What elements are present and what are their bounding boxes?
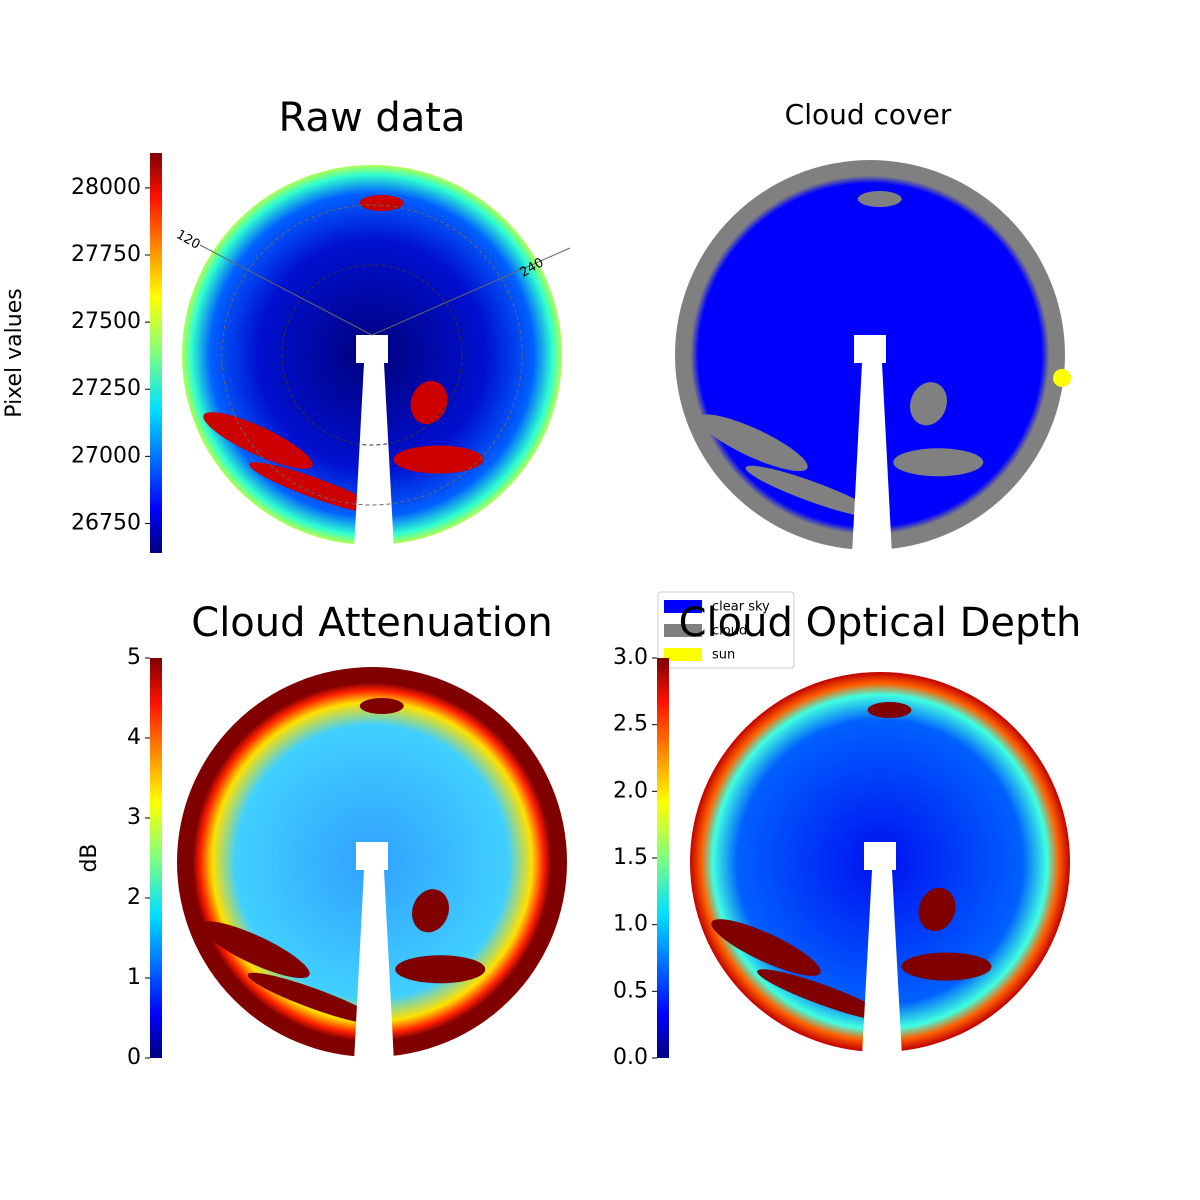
polar-grid bbox=[221, 204, 523, 506]
cloud-patch bbox=[757, 969, 889, 1021]
colorbar-tick-label: 1.5 bbox=[613, 845, 648, 870]
colorbar bbox=[150, 153, 162, 553]
polar-grid bbox=[199, 244, 373, 336]
colorbar-tick-label: 27750 bbox=[71, 242, 141, 267]
colorbar-tick-label: 1 bbox=[127, 965, 141, 990]
chart-title: Raw data bbox=[279, 95, 466, 141]
chart-title: Cloud Optical Depth bbox=[679, 600, 1082, 646]
colorbar-tick-label: 1.0 bbox=[613, 912, 648, 937]
cloud-patch bbox=[711, 919, 821, 976]
cloud-patch bbox=[909, 382, 948, 426]
colorbar-tick-label: 28000 bbox=[71, 175, 141, 200]
polar-grid bbox=[371, 247, 571, 336]
cloud-patch bbox=[393, 445, 484, 474]
colorbar-tick-label: 3.0 bbox=[613, 645, 648, 670]
colorbar-label: dB bbox=[77, 843, 102, 872]
cloud-patch bbox=[698, 414, 808, 472]
camera-arm bbox=[862, 842, 902, 1057]
colorbar-tick-label: 2.0 bbox=[613, 778, 648, 803]
colorbar-tick-label: 0.0 bbox=[613, 1045, 648, 1070]
colorbar-tick-label: 27000 bbox=[71, 443, 141, 468]
colorbar-tick-label: 27250 bbox=[71, 376, 141, 401]
cloud-patch bbox=[901, 952, 992, 981]
chart-title: Cloud Attenuation bbox=[191, 600, 552, 646]
cloud-patch bbox=[203, 412, 313, 469]
colorbar-tick-label: 4 bbox=[127, 725, 141, 750]
cloud-patch bbox=[867, 702, 912, 718]
cloud-patch bbox=[410, 380, 448, 425]
polar-label: 120 bbox=[173, 227, 202, 252]
cloud-patch bbox=[857, 191, 902, 207]
sun-marker bbox=[1053, 369, 1071, 387]
polar-grid bbox=[281, 264, 463, 446]
colorbar-tick-label: 2.5 bbox=[613, 712, 648, 737]
colorbar-tick-label: 0.5 bbox=[613, 978, 648, 1003]
colorbar-tick-label: 2 bbox=[127, 885, 141, 910]
cloud-patch bbox=[359, 195, 404, 211]
cloud-patch bbox=[247, 972, 380, 1025]
cloud-patch bbox=[745, 465, 878, 518]
legend-label: clear sky bbox=[712, 600, 770, 615]
cloud-patch bbox=[411, 889, 450, 933]
cloud-patch bbox=[395, 955, 486, 984]
legend-swatch bbox=[664, 624, 702, 637]
legend-label: sun bbox=[712, 648, 735, 663]
colorbar bbox=[657, 658, 669, 1058]
legend-label: cloud bbox=[712, 624, 747, 639]
legend: clear sky cloud sun bbox=[657, 591, 795, 669]
colorbar bbox=[150, 658, 162, 1058]
colorbar-tick-label: 3 bbox=[127, 805, 141, 830]
colorbar-tick-label: 26750 bbox=[71, 510, 141, 535]
cloud-patch bbox=[200, 921, 310, 979]
legend-swatch bbox=[664, 648, 702, 661]
cloud-patch bbox=[893, 448, 984, 477]
colorbar-tick-label: 0 bbox=[127, 1045, 141, 1070]
colorbar-tick-label: 5 bbox=[127, 645, 141, 670]
chart-title: Cloud cover bbox=[785, 98, 952, 131]
camera-arm bbox=[354, 335, 394, 550]
colorbar-tick-label: 27500 bbox=[71, 309, 141, 334]
cloud-patch bbox=[918, 887, 956, 932]
cloud-patch bbox=[359, 698, 404, 714]
colorbar-label: Pixel values bbox=[2, 288, 27, 417]
camera-arm bbox=[852, 335, 892, 555]
legend-swatch bbox=[664, 600, 702, 613]
camera-arm bbox=[354, 842, 394, 1062]
